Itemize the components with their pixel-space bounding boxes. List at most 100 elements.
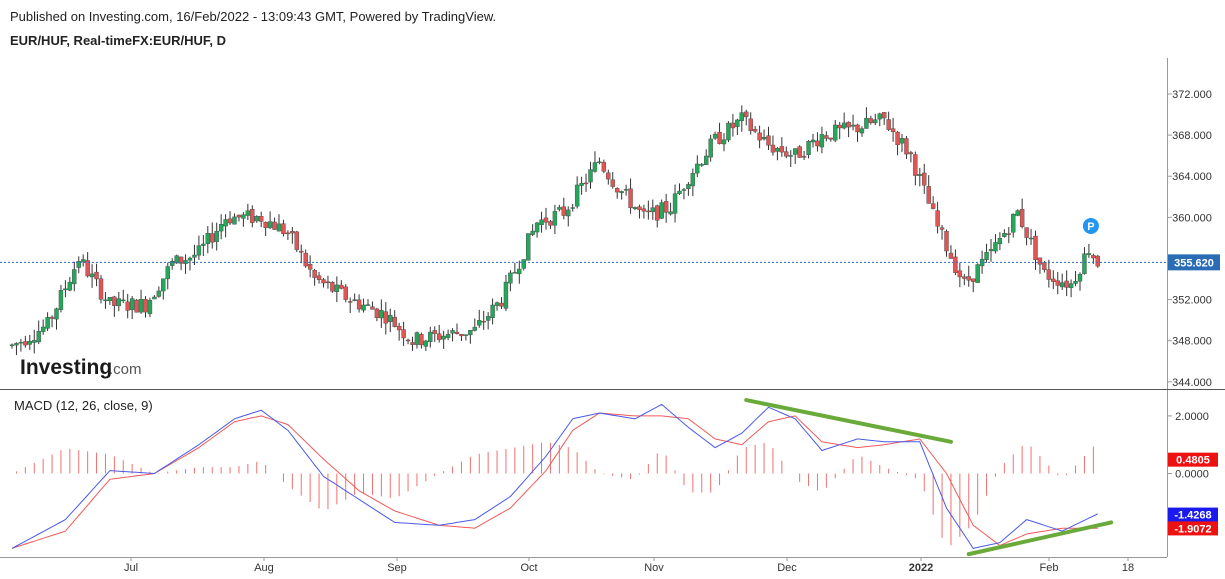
candle[interactable]: [824, 131, 829, 142]
candle[interactable]: [744, 109, 749, 126]
candle[interactable]: [414, 331, 420, 349]
candle[interactable]: [752, 126, 758, 134]
candle[interactable]: [281, 219, 286, 237]
candle[interactable]: [971, 278, 976, 293]
candle[interactable]: [419, 332, 424, 349]
candle[interactable]: [1082, 247, 1087, 275]
candle[interactable]: [904, 135, 909, 159]
candle[interactable]: [138, 289, 144, 314]
candle[interactable]: [1055, 271, 1060, 295]
candle[interactable]: [699, 163, 704, 167]
candle[interactable]: [49, 315, 55, 328]
candle[interactable]: [628, 178, 633, 214]
candle[interactable]: [169, 258, 175, 270]
candle[interactable]: [259, 211, 264, 228]
candle[interactable]: [837, 121, 842, 140]
candle[interactable]: [14, 342, 19, 355]
candle[interactable]: [63, 280, 68, 298]
candle[interactable]: [846, 121, 851, 138]
candle[interactable]: [517, 260, 522, 284]
candle[interactable]: [966, 265, 971, 287]
candle[interactable]: [588, 161, 593, 189]
candle[interactable]: [953, 249, 958, 276]
candle[interactable]: [948, 245, 954, 259]
candle[interactable]: [379, 299, 384, 328]
candle[interactable]: [984, 243, 989, 263]
candle[interactable]: [677, 183, 682, 195]
candle[interactable]: [819, 126, 825, 154]
candle[interactable]: [303, 249, 308, 268]
candle[interactable]: [939, 224, 945, 240]
candle[interactable]: [1019, 198, 1025, 229]
candle[interactable]: [712, 131, 718, 140]
candle[interactable]: [944, 229, 949, 257]
candle[interactable]: [223, 214, 228, 238]
candle[interactable]: [1086, 243, 1092, 258]
candle[interactable]: [873, 113, 878, 126]
candle[interactable]: [1051, 270, 1056, 290]
candle[interactable]: [161, 278, 166, 300]
candle[interactable]: [797, 145, 802, 158]
candle[interactable]: [232, 213, 237, 225]
macd-trendline-upper[interactable]: [744, 398, 953, 444]
candle[interactable]: [801, 151, 807, 160]
candle[interactable]: [428, 326, 433, 348]
candle[interactable]: [993, 234, 998, 254]
candle[interactable]: [210, 222, 215, 249]
candle[interactable]: [1024, 227, 1029, 246]
candle[interactable]: [930, 196, 936, 210]
candle[interactable]: [370, 301, 375, 310]
candle[interactable]: [263, 221, 268, 237]
candle[interactable]: [1037, 257, 1043, 274]
candle[interactable]: [396, 322, 402, 341]
candle[interactable]: [165, 262, 170, 290]
candle[interactable]: [343, 284, 348, 303]
candle[interactable]: [1015, 209, 1020, 217]
candle[interactable]: [178, 256, 184, 271]
candle[interactable]: [833, 119, 838, 143]
candle[interactable]: [1002, 229, 1007, 238]
candle[interactable]: [23, 335, 28, 348]
candle[interactable]: [1011, 213, 1016, 238]
candle[interactable]: [459, 333, 464, 341]
candle[interactable]: [352, 293, 357, 302]
candle[interactable]: [9, 343, 15, 349]
candle[interactable]: [454, 323, 460, 335]
candle[interactable]: [156, 286, 162, 298]
candle[interactable]: [806, 140, 811, 159]
candle[interactable]: [922, 163, 927, 194]
candle[interactable]: [250, 205, 255, 228]
candle[interactable]: [494, 301, 500, 311]
candle[interactable]: [766, 126, 771, 151]
candle[interactable]: [432, 326, 437, 342]
candle[interactable]: [1095, 254, 1101, 268]
candle[interactable]: [290, 226, 295, 244]
candle[interactable]: [477, 309, 482, 328]
candle[interactable]: [276, 214, 282, 232]
candle[interactable]: [552, 204, 558, 235]
candle[interactable]: [437, 324, 442, 343]
candle[interactable]: [793, 148, 798, 164]
candle[interactable]: [241, 212, 246, 227]
candle[interactable]: [775, 147, 780, 161]
candle[interactable]: [316, 271, 322, 284]
candle[interactable]: [681, 188, 687, 200]
candle[interactable]: [619, 190, 624, 200]
candle[interactable]: [686, 182, 691, 196]
candle[interactable]: [659, 199, 664, 220]
candle[interactable]: [859, 126, 865, 137]
candle[interactable]: [112, 295, 117, 317]
candle[interactable]: [864, 107, 869, 129]
candle[interactable]: [761, 129, 767, 141]
candle[interactable]: [748, 112, 753, 135]
candle[interactable]: [841, 112, 847, 130]
candle[interactable]: [356, 294, 362, 313]
candle[interactable]: [201, 235, 206, 256]
candle[interactable]: [481, 310, 486, 330]
candle[interactable]: [708, 134, 713, 162]
candle[interactable]: [583, 173, 589, 192]
candle[interactable]: [450, 328, 455, 342]
candle[interactable]: [788, 150, 793, 167]
candle[interactable]: [908, 150, 914, 163]
candles[interactable]: [9, 105, 1101, 355]
